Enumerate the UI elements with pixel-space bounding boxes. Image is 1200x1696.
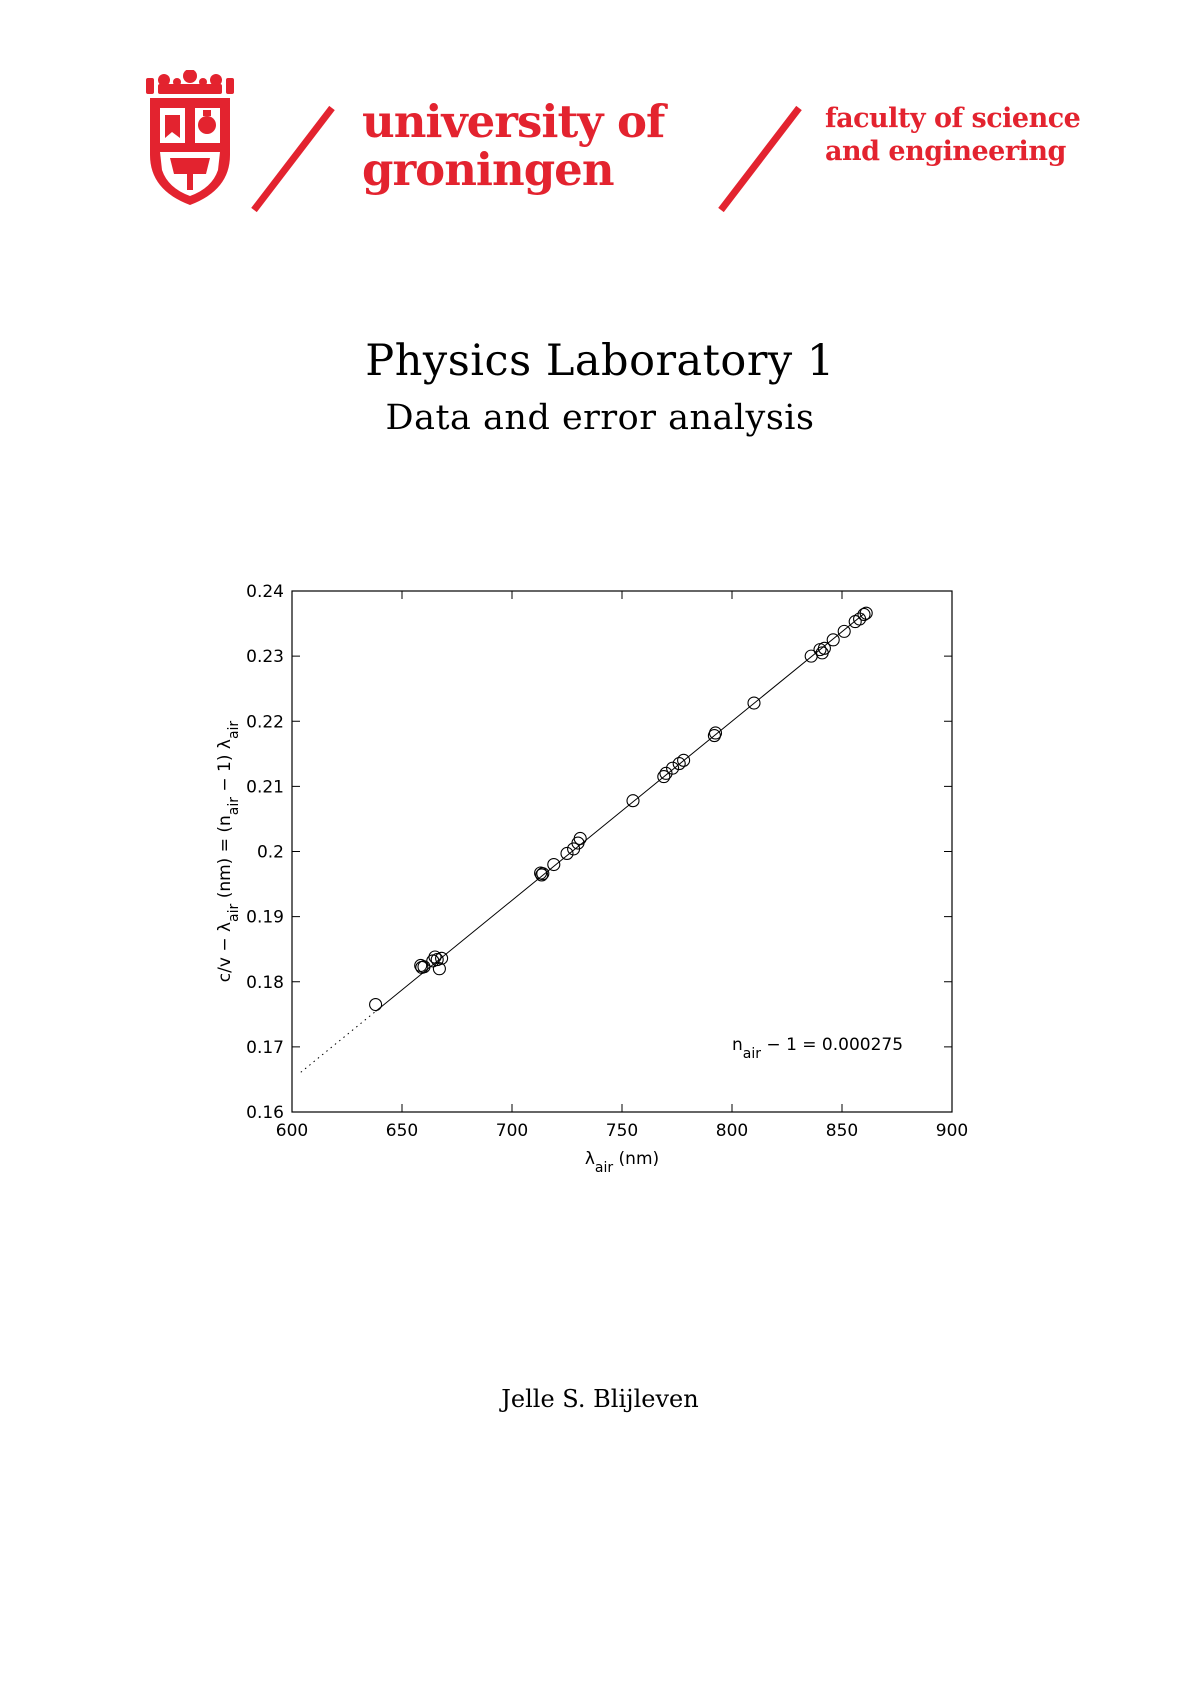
university-crest-icon	[140, 69, 240, 210]
data-point	[677, 753, 691, 767]
y-tick-label: 0.23	[246, 647, 284, 667]
header-logos: university of groningen faculty of scien…	[0, 60, 1200, 220]
data-point	[804, 649, 818, 663]
document-title: Physics Laboratory 1	[365, 336, 835, 386]
data-point	[859, 606, 873, 620]
x-tick-label: 900	[936, 1121, 968, 1141]
y-tick-label: 0.21	[246, 777, 284, 797]
university-name-line1: university of	[362, 95, 665, 148]
x-tick-label: 600	[276, 1121, 308, 1141]
x-tick-label: 800	[716, 1121, 748, 1141]
x-tick-label: 700	[496, 1121, 528, 1141]
data-point	[657, 770, 671, 784]
x-axis-label: λair (nm)	[585, 1149, 659, 1175]
data-point	[535, 868, 549, 882]
data-point	[573, 831, 587, 846]
y-tick-label: 0.22	[246, 712, 284, 732]
university-name: university of groningen	[362, 95, 665, 196]
data-point	[857, 607, 871, 621]
document-subtitle: Data and error analysis	[385, 398, 815, 438]
data-point	[659, 766, 673, 780]
data-point	[547, 857, 561, 872]
y-tick-label: 0.19	[246, 908, 284, 928]
data-point	[435, 951, 449, 965]
plot-frame	[291, 590, 953, 1113]
data-point	[432, 962, 446, 976]
data-point	[666, 761, 680, 775]
data-point	[428, 950, 442, 964]
chart-svg: 600 650 700 750 800 850 900 0.16 0.17 0.18 0.19 0.2…	[215, 582, 968, 1175]
data-point	[747, 696, 761, 710]
y-tick-label: 0.2	[257, 843, 284, 863]
author-name: Jelle S. Blijleven	[501, 1385, 699, 1413]
data-point	[626, 794, 640, 808]
y-axis-label: c/v − λair (nm) = (nair − 1) λair	[215, 721, 242, 983]
divider-slash-icon	[248, 105, 338, 213]
fit-annotation: nair − 1 = 0.000275	[732, 1035, 903, 1062]
fit-line-extrapolated	[300, 1010, 376, 1073]
data-point	[826, 633, 840, 647]
fit-line	[375, 613, 865, 1012]
data-point	[536, 867, 550, 881]
x-tick-label: 650	[386, 1121, 418, 1141]
faculty-name-line2: and engineering	[825, 136, 1066, 167]
data-point	[837, 624, 851, 638]
data-point	[708, 726, 723, 740]
y-tick-label: 0.16	[246, 1103, 284, 1123]
faculty-name: faculty of science and engineering	[825, 102, 1081, 168]
x-tick-label: 850	[826, 1121, 858, 1141]
faculty-name-line1: faculty of science	[825, 103, 1081, 134]
y-tick-label: 0.18	[246, 973, 284, 993]
data-point	[369, 997, 383, 1012]
refractive-index-chart: 600 650 700 750 800 850 900 0.16 0.17 0.18 0.19 0.2…	[200, 575, 980, 1175]
data-point	[672, 757, 686, 771]
y-tick-label: 0.24	[246, 582, 284, 602]
x-tick-label: 750	[606, 1121, 638, 1141]
y-tick-label: 0.17	[246, 1038, 284, 1058]
divider-slash-icon	[715, 105, 805, 213]
university-name-line2: groningen	[362, 143, 615, 196]
data-point	[560, 846, 574, 861]
data-point	[817, 641, 831, 655]
